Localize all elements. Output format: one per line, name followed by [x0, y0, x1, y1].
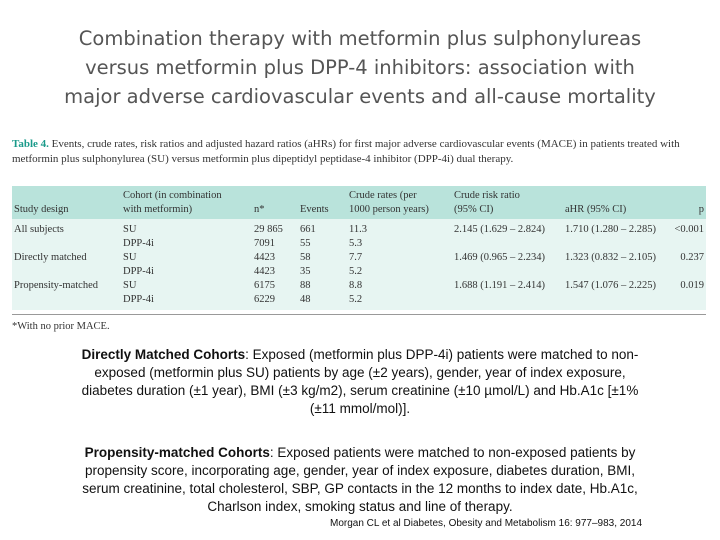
cell-cohort: DPP-4i — [123, 238, 154, 249]
cell-design: Propensity-matched — [14, 280, 98, 291]
cell-n: 4423 — [254, 252, 275, 263]
propensity-matched-line-4: Charlson index, smoking status and line … — [207, 499, 513, 514]
cell-crude: 7.7 — [349, 252, 363, 263]
cell-events: 48 — [300, 294, 311, 305]
cell-cohort: SU — [123, 280, 137, 291]
table-row: Propensity-matched SU 6175 88 8.8 1.688 … — [12, 279, 706, 292]
cell-ahr: 1.323 (0.832 – 2.105) — [565, 252, 656, 263]
cell-events: 661 — [300, 224, 316, 235]
propensity-matched-description: Propensity-matched Cohorts: Exposed pati… — [28, 444, 692, 516]
cell-cohort: SU — [123, 252, 137, 263]
directly-matched-line-1: : Exposed (metformin plus DPP-4i) patien… — [245, 347, 639, 362]
propensity-matched-line-3: serum creatinine, total cholesterol, SBP… — [82, 481, 638, 496]
cell-p: <0.001 — [674, 224, 704, 235]
header-crude-2: 1000 person years) — [349, 204, 429, 215]
header-ahr: aHR (95% CI) — [565, 204, 627, 215]
header-cohort-2: with metformin) — [123, 204, 193, 215]
header-n: n* — [254, 204, 265, 215]
directly-matched-line-2: exposed (metformin plus SU) patients by … — [94, 365, 626, 380]
slide-title: Combination therapy with metformin plus … — [20, 24, 700, 111]
cell-risk: 2.145 (1.629 – 2.824) — [454, 224, 545, 235]
cell-n: 4423 — [254, 266, 275, 277]
cell-events: 35 — [300, 266, 311, 277]
results-table: Study design Cohort (in combination with… — [12, 186, 706, 310]
cell-cohort: SU — [123, 224, 137, 235]
table-row: Directly matched SU 4423 58 7.7 1.469 (0… — [12, 251, 706, 264]
title-line-2: versus metformin plus DPP-4 inhibitors: … — [85, 56, 635, 79]
cell-events: 55 — [300, 238, 311, 249]
table-row: All subjects SU 29 865 661 11.3 2.145 (1… — [12, 223, 706, 236]
table-caption: Table 4. Events, crude rates, risk ratio… — [12, 137, 712, 167]
cell-n: 6229 — [254, 294, 275, 305]
table-label: Table 4. — [12, 138, 49, 150]
table-header: Study design Cohort (in combination with… — [12, 186, 706, 219]
header-risk-2: (95% CI) — [454, 204, 494, 215]
header-risk-1: Crude risk ratio — [454, 190, 520, 201]
directly-matched-description: Directly Matched Cohorts: Exposed (metfo… — [28, 346, 692, 418]
cell-risk: 1.469 (0.965 – 2.234) — [454, 252, 545, 263]
directly-matched-line-3: diabetes duration (±1 year), BMI (±3 kg/… — [81, 383, 639, 398]
table-row: DPP-4i 6229 48 5.2 — [12, 293, 706, 306]
header-cohort-1: Cohort (in combination — [123, 190, 222, 201]
cell-crude: 5.2 — [349, 266, 363, 277]
table-body: All subjects SU 29 865 661 11.3 2.145 (1… — [12, 219, 706, 310]
cell-crude: 5.2 — [349, 294, 363, 305]
propensity-matched-heading: Propensity-matched Cohorts — [84, 445, 270, 460]
table-row: DPP-4i 4423 35 5.2 — [12, 265, 706, 278]
table-bottom-rule — [12, 314, 706, 315]
title-line-3: major adverse cardiovascular events and … — [64, 85, 656, 108]
cell-p: 0.019 — [680, 280, 704, 291]
cell-n: 6175 — [254, 280, 275, 291]
table-row: DPP-4i 7091 55 5.3 — [12, 237, 706, 250]
cell-cohort: DPP-4i — [123, 294, 154, 305]
header-events: Events — [300, 204, 329, 215]
cell-p: 0.237 — [680, 252, 704, 263]
cell-ahr: 1.710 (1.280 – 2.285) — [565, 224, 656, 235]
cell-risk: 1.688 (1.191 – 2.414) — [454, 280, 545, 291]
caption-line-1: Events, crude rates, risk ratios and adj… — [51, 138, 680, 150]
cell-design: Directly matched — [14, 252, 87, 263]
cell-design: All subjects — [14, 224, 64, 235]
propensity-matched-line-1: : Exposed patients were matched to non-e… — [269, 445, 636, 460]
cell-crude: 11.3 — [349, 224, 367, 235]
cell-n: 7091 — [254, 238, 275, 249]
header-p: p — [698, 204, 704, 215]
directly-matched-heading: Directly Matched Cohorts — [81, 347, 246, 362]
citation: Morgan CL et al Diabetes, Obesity and Me… — [330, 518, 643, 529]
cell-cohort: DPP-4i — [123, 266, 154, 277]
cell-crude: 5.3 — [349, 238, 363, 249]
directly-matched-line-4: (±11 mmol/mol)]. — [309, 401, 411, 416]
header-crude-1: Crude rates (per — [349, 190, 417, 201]
cell-events: 88 — [300, 280, 311, 291]
cell-crude: 8.8 — [349, 280, 363, 291]
caption-line-2: metformin plus sulphonylurea (SU) versus… — [12, 153, 514, 165]
cell-ahr: 1.547 (1.076 – 2.225) — [565, 280, 656, 291]
title-line-1: Combination therapy with metformin plus … — [78, 27, 642, 50]
cell-n: 29 865 — [254, 224, 283, 235]
header-study-design: Study design — [14, 204, 69, 215]
propensity-matched-line-2: propensity score, incorporating age, gen… — [84, 463, 636, 478]
table-footnote: *With no prior MACE. — [12, 321, 110, 332]
cell-events: 58 — [300, 252, 311, 263]
